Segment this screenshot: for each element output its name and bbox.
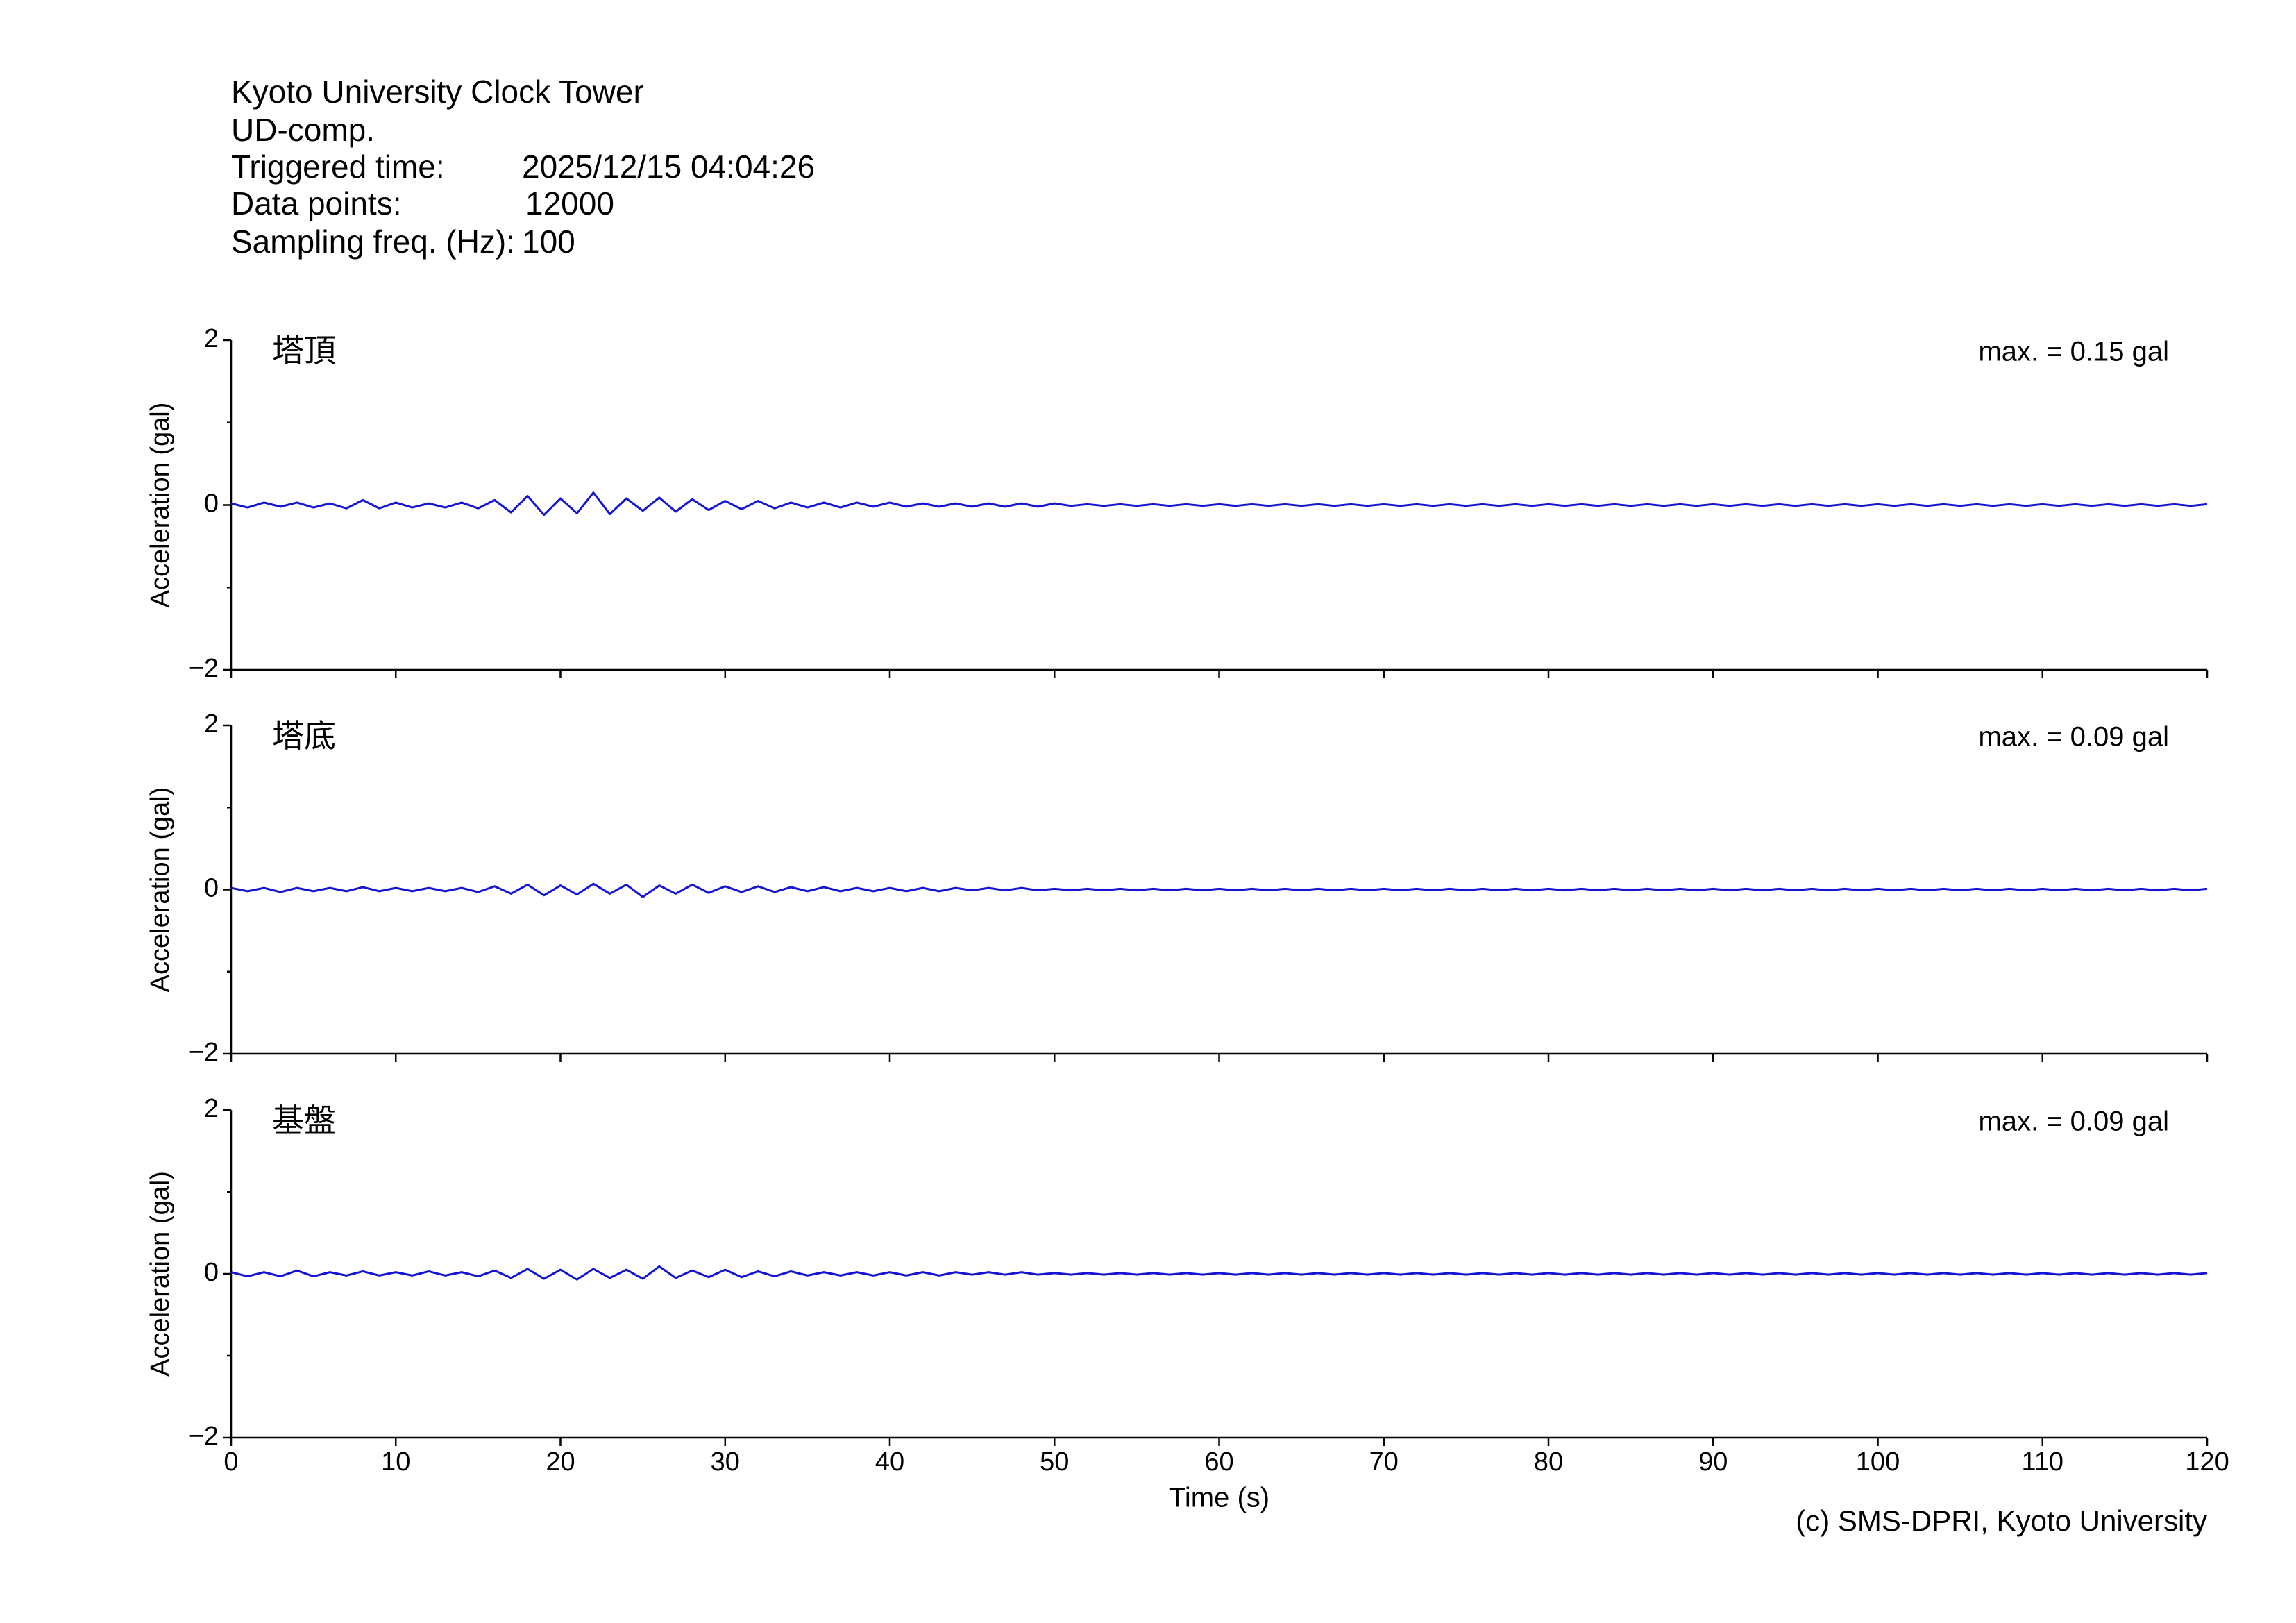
station-title: Kyoto University Clock Tower (231, 74, 644, 110)
y-tick-label: 0 (204, 1258, 219, 1287)
info-label: Triggered time: (231, 149, 445, 185)
y-axis-label: Acceleration (gal) (146, 787, 175, 993)
waveform (230, 1265, 2208, 1281)
y-tick-label: 0 (204, 489, 219, 519)
x-tick-label: 100 (1856, 1447, 1900, 1477)
info-value: 2025/12/15 04:04:26 (522, 149, 815, 185)
max-annotation: max. = 0.09 gal (1978, 722, 2169, 752)
x-tick-label: 80 (1534, 1447, 1563, 1477)
y-axis-label: Acceleration (gal) (146, 1171, 175, 1377)
info-label: Sampling freq. (Hz): (231, 224, 515, 260)
waveform (230, 491, 2208, 516)
y-tick-label: 2 (204, 324, 219, 353)
y-tick-label: −2 (189, 654, 219, 683)
x-tick-label: 0 (223, 1447, 238, 1477)
x-tick-label: 10 (381, 1447, 410, 1477)
x-tick-label: 110 (2021, 1447, 2063, 1477)
credit: (c) SMS-DPRI, Kyoto University (1796, 1504, 2207, 1537)
x-tick-label: 20 (546, 1447, 575, 1477)
x-tick-label: 120 (2185, 1447, 2229, 1477)
x-tick-label: 30 (711, 1447, 740, 1477)
x-tick-label: 90 (1698, 1447, 1728, 1477)
y-tick-label: 0 (204, 874, 219, 903)
y-tick-label: 2 (204, 709, 219, 739)
panel-label: 基盤 (272, 1102, 336, 1138)
y-axis-label: Acceleration (gal) (146, 403, 175, 608)
x-tick-label: 50 (1040, 1447, 1069, 1477)
x-tick-label: 60 (1204, 1447, 1233, 1477)
y-tick-label: −2 (189, 1038, 219, 1067)
waveform (230, 882, 2208, 898)
info-label: Data points: (231, 185, 401, 221)
max-annotation: max. = 0.09 gal (1978, 1107, 2169, 1137)
panel-label: 塔底 (272, 718, 336, 754)
x-axis-label: Time (s) (1169, 1483, 1269, 1513)
y-tick-label: 2 (204, 1094, 219, 1123)
max-annotation: max. = 0.15 gal (1978, 337, 2169, 367)
info-value: 12000 (525, 185, 614, 221)
x-tick-label: 70 (1369, 1447, 1399, 1477)
x-tick-label: 40 (875, 1447, 904, 1477)
panel-label: 塔頂 (272, 333, 336, 369)
info-value: 100 (522, 224, 575, 260)
component: UD-comp. (231, 112, 375, 148)
y-tick-label: −2 (189, 1422, 219, 1451)
